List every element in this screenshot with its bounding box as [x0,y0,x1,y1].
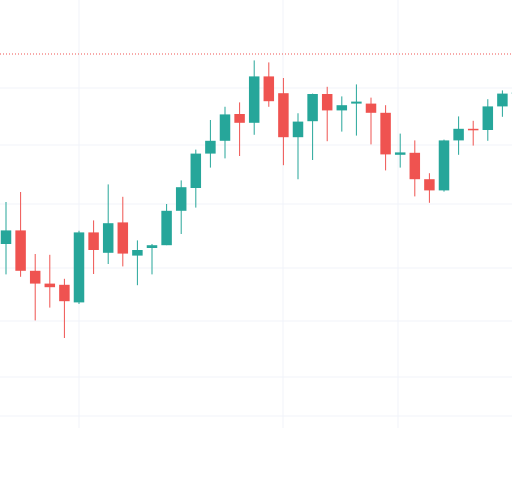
candle-body-down [467,128,479,131]
candle-body-down [321,94,333,111]
candle-body-down [117,222,129,254]
candle-body-down [29,270,41,284]
candle-body-down [409,152,421,180]
candle-body-up [205,140,216,154]
candle-body-down [263,76,275,102]
candle-body-up [482,106,494,130]
candle-body-down [278,93,289,138]
candle-body-down [365,103,377,113]
candle-body-up [497,93,508,107]
candle-body-down [88,232,99,250]
candle-body-up [292,121,304,138]
candle-body-up [219,114,231,141]
candle-body-down [59,284,70,302]
candle-body-up [161,210,172,246]
candle-body-up [438,140,450,191]
candle-body-down [44,283,56,288]
candle-body-down [15,230,26,271]
candle-body-up [0,230,12,244]
candle-body-up [248,76,260,123]
candle-body-up [336,105,348,111]
candle-body-up [102,223,114,253]
candle-body-up [73,232,85,303]
candle-body-down [234,114,245,123]
candle-body-up [175,187,187,211]
candle-body-up [453,128,464,141]
candle-body-down [380,112,391,155]
candle-body-up [394,152,406,155]
candle-body-down [424,179,435,191]
candle-body-up [351,101,362,104]
candle-body-up [132,250,143,256]
candle-body-up [190,153,202,188]
candle-body-up [307,94,318,122]
candle-body-up [146,245,158,248]
